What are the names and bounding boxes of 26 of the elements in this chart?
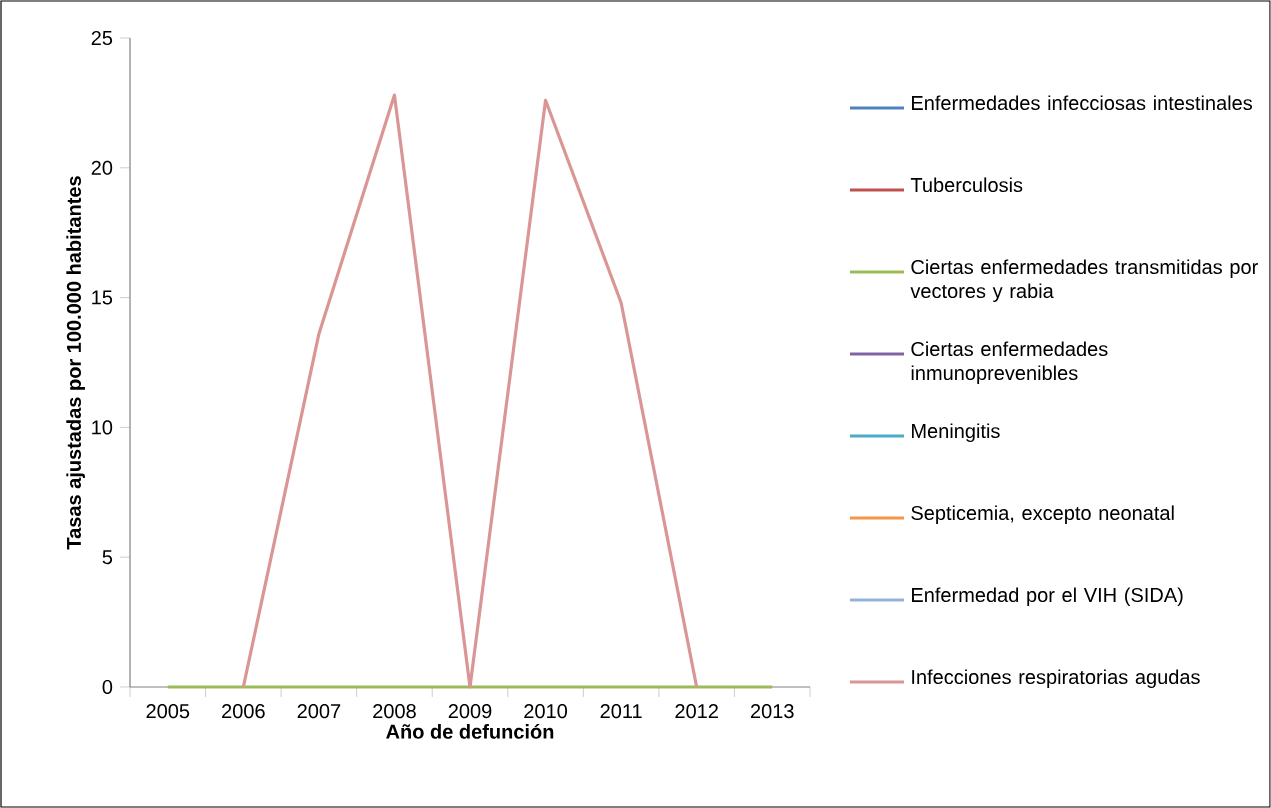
legend-label: Meningitis <box>912 423 1000 443</box>
x-tick-label: 2005 <box>146 704 190 719</box>
x-tick-label: 2012 <box>675 704 718 719</box>
y-tick-label: 5 <box>102 550 113 565</box>
y-tick-label: 25 <box>91 30 113 46</box>
legend-label: Septicemia, excepto neonatal <box>911 505 1174 525</box>
y-axis-title: Tasas ajustadas por 100.000 habitantes <box>66 176 85 550</box>
legend-label: Ciertas enfermedades transmitidas por vectores y rabia <box>910 259 1258 303</box>
legend-label: Tuberculosis <box>910 177 1023 193</box>
legend-label: Infecciones respiratorias agudas <box>912 669 1200 689</box>
x-tick-label: 2011 <box>600 704 642 719</box>
x-tick-label: 2013 <box>750 704 794 719</box>
legend-label: Enfermedades infecciosas intestinales <box>912 95 1253 111</box>
y-tick-label: 10 <box>92 420 113 435</box>
line-series <box>241 93 699 689</box>
y-tick-label: 0 <box>102 679 113 695</box>
x-tick-label: 2009 <box>448 704 492 719</box>
x-tick-label: 2007 <box>297 704 341 719</box>
y-tick-label: 20 <box>91 160 113 175</box>
x-tick-label: 2008 <box>373 704 416 719</box>
legend-label: Enfermedad por el VIH (SIDA) <box>912 587 1183 607</box>
y-tick-label: 15 <box>92 290 113 305</box>
x-axis-title: Año de defunción <box>386 723 554 739</box>
x-tick-label: 2006 <box>222 704 265 719</box>
x-tick-label: 2010 <box>524 704 568 719</box>
legend-label: Ciertas enfermedades inmunoprevenibles <box>911 341 1108 385</box>
